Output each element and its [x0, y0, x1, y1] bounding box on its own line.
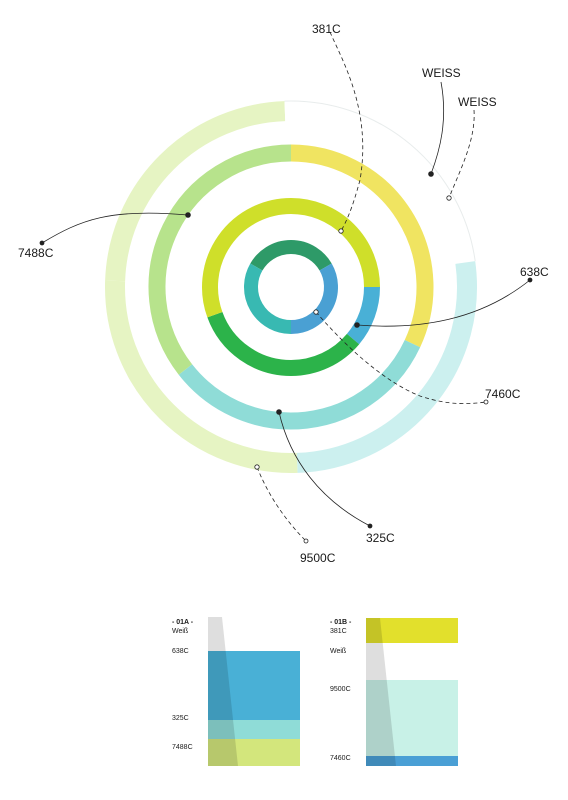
swatch-01a-header: - 01A - Weiß: [172, 618, 193, 636]
callout-end-325c: [367, 523, 373, 529]
swatch-01a-label: 7488C: [172, 744, 193, 751]
swatch-01b-code: - 01B -: [330, 619, 352, 626]
swatch-01b-label: 7460C: [330, 755, 351, 762]
callout-dot-9500c: [254, 464, 260, 470]
callout-label-381c: 381C: [312, 22, 341, 36]
second-ring-segment: [148, 144, 292, 375]
swatch-01a-label: 638C: [172, 648, 189, 655]
callout-line-weiss-1: [430, 81, 445, 175]
outer-ring-segment: [105, 101, 286, 282]
inner-ring-segment: [290, 263, 338, 334]
callout-end-638c: [527, 277, 533, 283]
swatch-01a-band: [208, 617, 300, 652]
callout-label-7460c: 7460C: [485, 387, 521, 401]
swatch-01a-code: - 01A -: [172, 619, 194, 626]
swatch-01b-label: 9500C: [330, 686, 351, 693]
swatch-01b-label: Weiß: [330, 648, 347, 655]
callout-lines: [39, 31, 533, 544]
swatch-01b-band: [366, 680, 458, 756]
third-ring-segment: [207, 311, 292, 376]
callout-end-7460c: [483, 399, 489, 405]
swatch-01b-band: [366, 643, 458, 681]
swatch-01a-band: [208, 719, 300, 740]
third-ring-segment: [346, 286, 380, 345]
third-ring-segment: [290, 333, 360, 376]
rings: [105, 100, 477, 473]
callout-dot-638c: [354, 322, 360, 328]
callout-label-weiss-1: WEISS: [422, 66, 461, 80]
callout-label-638c: 638C: [520, 265, 549, 279]
swatch-01b-band: [366, 618, 458, 644]
callout-end-7488c: [39, 240, 45, 246]
callout-label-325c: 325C: [366, 531, 395, 545]
swatch-01a-band: [208, 651, 300, 720]
swatch-01a-first-label: Weiß: [172, 628, 189, 635]
callout-label-9500c: 9500C: [300, 551, 336, 565]
outer-ring-segment: [105, 280, 298, 473]
outer-ring-outline: [284, 100, 476, 262]
swatch-01a-band: [208, 739, 300, 766]
callout-line-9500c: [256, 466, 307, 542]
callout-line-7460c: [315, 311, 487, 405]
callout-end-9500c: [303, 538, 309, 544]
callout-dot-7488c: [185, 212, 191, 218]
second-ring-segment: [178, 340, 421, 430]
inner-ring-segment: [244, 263, 292, 334]
ring-diagram: [39, 31, 533, 544]
callout-line-weiss-2: [448, 109, 475, 199]
callout-line-325c: [278, 411, 371, 527]
inner-ring-segment: [250, 240, 332, 271]
swatch-01a-label: 325C: [172, 715, 189, 722]
outer-ring-segment: [296, 261, 477, 473]
callout-label-7488c: 7488C: [18, 246, 54, 260]
third-ring-segment: [202, 198, 292, 318]
swatch-01b-header: - 01B - 381C: [330, 618, 351, 636]
swatch-01b-band: [366, 755, 458, 766]
outer-ring-segment: [284, 101, 476, 264]
callout-dot-381c: [338, 228, 344, 234]
third-ring-segment: [290, 198, 380, 288]
callout-dot-weiss-2: [446, 195, 452, 201]
callout-label-weiss-2: WEISS: [458, 95, 497, 109]
callout-dot-325c: [276, 409, 282, 415]
callout-dot-7460c: [313, 309, 319, 315]
swatch-01a-column: [208, 617, 300, 766]
swatch-01b-first-label: 381C: [330, 628, 347, 635]
callout-line-7488c: [41, 212, 189, 244]
swatch-01b-column: [366, 618, 458, 766]
second-ring-segment: [290, 144, 434, 348]
callout-dot-weiss-1: [428, 171, 434, 177]
callout-line-638c: [356, 279, 531, 327]
